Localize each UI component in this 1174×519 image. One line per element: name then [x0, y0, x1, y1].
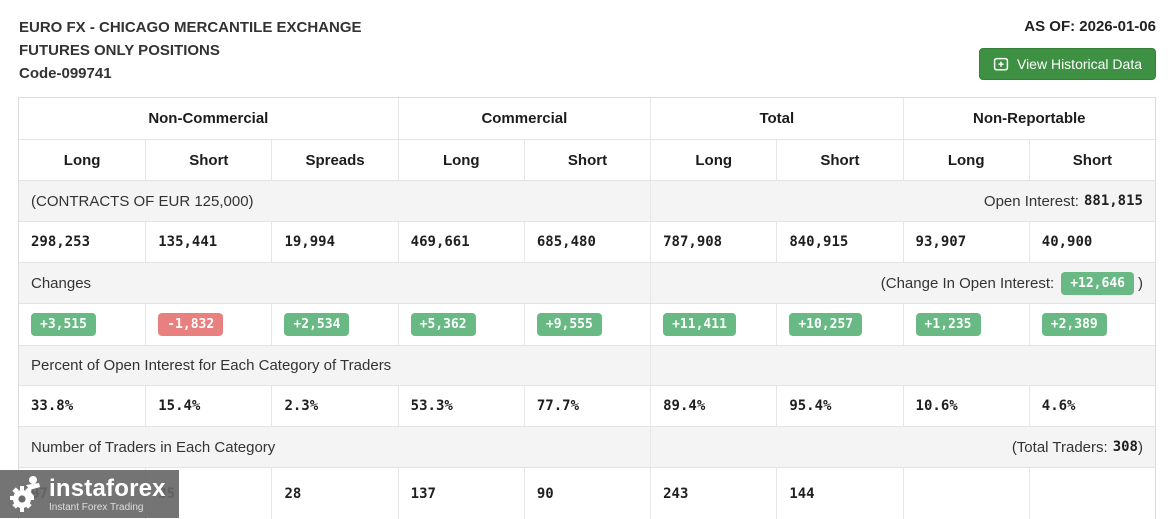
- col-header-t-long: Long: [650, 140, 776, 180]
- instaforex-brand-text: instaforex: [49, 474, 166, 502]
- total-traders-prefix: (Total Traders:: [1011, 438, 1108, 456]
- percent-value: 4.6%: [1028, 386, 1155, 426]
- contracts-label: (CONTRACTS OF EUR 125,000): [31, 192, 254, 210]
- col-header-nr-long: Long: [902, 140, 1029, 180]
- percent-value: 2.3%: [271, 386, 397, 426]
- report-title: EURO FX - CHICAGO MERCANTILE EXCHANGE: [19, 19, 362, 36]
- col-header-c-long: Long: [397, 140, 524, 180]
- changes-label: Changes: [31, 274, 92, 292]
- change-badge: +3,515: [31, 313, 96, 336]
- position-value: 685,480: [523, 222, 650, 262]
- as-of-date: AS OF: 2026-01-06: [1024, 18, 1156, 35]
- position-value: 469,661: [397, 222, 524, 262]
- col-header-c-short: Short: [523, 140, 650, 180]
- open-interest-cell: Open Interest: 881,815: [650, 181, 1155, 221]
- position-value: 135,441: [145, 222, 271, 262]
- percent-values-row: 33.8% 15.4% 2.3% 53.3% 77.7% 89.4% 95.4%…: [19, 385, 1155, 426]
- percent-label-spacer: [650, 346, 1155, 385]
- traders-label: Number of Traders in Each Category: [31, 438, 276, 456]
- traders-value: 243: [650, 468, 776, 519]
- cot-positions-table: Non-Commercial Commercial Total Non-Repo…: [18, 97, 1156, 519]
- change-oi-badge: +12,646: [1061, 271, 1134, 295]
- change-badge: +2,389: [1041, 313, 1107, 336]
- instaforex-tagline: Instant Forex Trading: [49, 501, 144, 513]
- report-header: EURO FX - CHICAGO MERCANTILE EXCHANGE FU…: [19, 16, 1156, 90]
- position-value: 787,908: [650, 222, 776, 262]
- position-value: 40,900: [1028, 222, 1155, 262]
- col-header-nr-short: Short: [1028, 140, 1155, 180]
- percent-label-row: Percent of Open Interest for Each Catego…: [19, 345, 1155, 385]
- change-badge: +9,555: [536, 313, 602, 336]
- percent-value: 33.8%: [31, 398, 74, 414]
- position-value: 298,253: [31, 234, 91, 250]
- change-badge: +1,235: [915, 313, 981, 336]
- total-traders-cell: (Total Traders: 308 ): [650, 427, 1155, 467]
- percent-value: 77.7%: [523, 386, 650, 426]
- changes-values-row: +3,515 -1,832 +2,534 +5,362 +9,555 +11,4…: [19, 303, 1155, 345]
- change-badge: -1,832: [158, 313, 224, 336]
- total-traders-value: 308: [1112, 439, 1138, 455]
- change-badge: +2,534: [284, 313, 350, 336]
- group-header-total: Total: [650, 98, 902, 139]
- group-header-non-commercial: Non-Commercial: [148, 110, 269, 127]
- change-oi-suffix: ): [1137, 274, 1143, 292]
- change-badge: +5,362: [410, 313, 476, 336]
- total-traders-suffix: ): [1137, 438, 1143, 456]
- percent-value: 10.6%: [902, 386, 1029, 426]
- group-header-row: Non-Commercial Commercial Total Non-Repo…: [19, 98, 1155, 139]
- changes-label-row: Changes (Change In Open Interest: +12,64…: [19, 262, 1155, 303]
- position-value: 19,994: [271, 222, 397, 262]
- traders-value: 90: [523, 468, 650, 519]
- traders-value: 137: [397, 468, 524, 519]
- view-historical-data-button[interactable]: View Historical Data: [978, 48, 1156, 80]
- view-historical-data-label: View Historical Data: [1016, 56, 1142, 72]
- traders-label-row: Number of Traders in Each Category (Tota…: [19, 426, 1155, 467]
- instaforex-watermark: instaforex Instant Forex Trading: [0, 470, 179, 518]
- open-interest-label: Open Interest:: [983, 192, 1079, 210]
- instaforex-gear-logo-icon: [6, 472, 44, 516]
- report-subtitle: FUTURES ONLY POSITIONS: [19, 42, 220, 59]
- percent-value: 89.4%: [650, 386, 776, 426]
- calendar-plus-icon: [993, 56, 1009, 72]
- traders-values-row: 97 35 28 137 90 243 144: [19, 467, 1155, 519]
- percent-value: 95.4%: [776, 386, 902, 426]
- traders-value: 144: [776, 468, 902, 519]
- column-header-row: Long Short Spreads Long Short Long Short…: [19, 139, 1155, 180]
- change-open-interest-cell: (Change In Open Interest: +12,646 ): [650, 263, 1155, 303]
- contracts-row: (CONTRACTS OF EUR 125,000) Open Interest…: [19, 180, 1155, 221]
- col-header-nc-short: Short: [145, 140, 271, 180]
- percent-value: 53.3%: [397, 386, 524, 426]
- traders-value: 28: [271, 468, 397, 519]
- open-interest-value: 881,815: [1083, 193, 1143, 209]
- change-badge: +10,257: [789, 313, 863, 336]
- percent-value: 15.4%: [145, 386, 271, 426]
- position-value: 93,907: [902, 222, 1029, 262]
- col-header-nc-long: Long: [63, 151, 101, 169]
- position-value: 840,915: [776, 222, 902, 262]
- group-header-non-reportable: Non-Reportable: [902, 98, 1155, 139]
- change-badge: +11,411: [663, 313, 736, 336]
- col-header-t-short: Short: [776, 140, 902, 180]
- traders-value: [1028, 468, 1155, 519]
- percent-label: Percent of Open Interest for Each Catego…: [31, 357, 392, 374]
- change-oi-prefix: (Change In Open Interest:: [880, 274, 1055, 292]
- positions-row: 298,253 135,441 19,994 469,661 685,480 7…: [19, 221, 1155, 262]
- traders-value: [902, 468, 1029, 519]
- report-code: Code-099741: [19, 65, 112, 82]
- col-header-nc-spreads: Spreads: [271, 140, 397, 180]
- group-header-commercial: Commercial: [397, 98, 650, 139]
